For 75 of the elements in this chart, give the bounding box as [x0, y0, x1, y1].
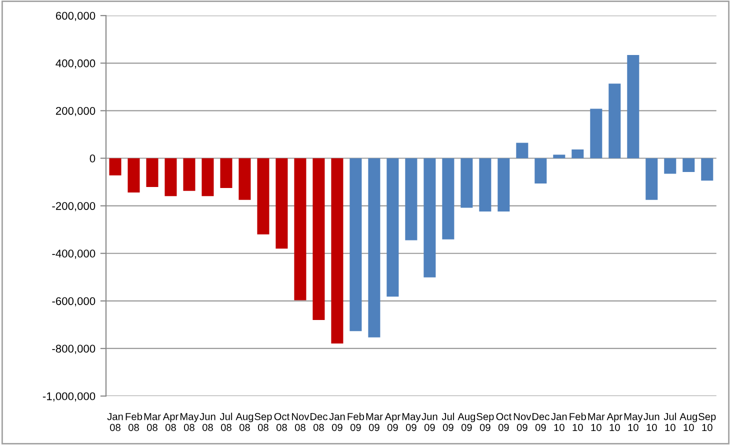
bar	[331, 158, 344, 344]
x-tick-label: Jul 09	[442, 412, 454, 432]
bar	[516, 142, 528, 158]
x-tick-label: Jun 08	[200, 413, 216, 432]
x-tick-label: Jan 09	[329, 413, 345, 432]
bar	[220, 158, 232, 188]
bar	[646, 158, 658, 200]
bar	[553, 154, 566, 158]
y-tick-label: -400,000	[52, 250, 96, 259]
x-tick-label: Aug 08	[236, 413, 254, 432]
bar	[498, 158, 510, 212]
x-tick-label: Feb 09	[348, 412, 364, 432]
y-tick-label: 600,000	[56, 12, 96, 22]
bar	[608, 84, 621, 158]
bar	[109, 158, 122, 176]
x-tick-label: Feb 08	[126, 412, 142, 432]
x-tick-label: Sep 08	[254, 412, 272, 432]
x-tick-label: Jun 09	[422, 413, 438, 432]
x-tick-label: Apr 08	[162, 413, 178, 432]
bar	[164, 158, 177, 196]
y-tick-label: 0	[90, 154, 96, 162]
y-tick-label: -200,000	[52, 202, 96, 212]
bar	[442, 158, 454, 240]
bar	[312, 158, 325, 320]
x-tick-label: Jun 10	[644, 413, 660, 432]
x-tick-label: Sep 09	[476, 412, 494, 432]
x-tick-label: Apr 09	[384, 413, 400, 432]
x-tick-label: Aug 09	[458, 413, 476, 432]
bar	[424, 158, 436, 278]
x-tick-label: Nov 08	[292, 413, 310, 432]
y-tick-label: -800,000	[52, 344, 96, 354]
x-tick-label: Sep 10	[698, 412, 716, 432]
y-tick-label: 200,000	[56, 106, 96, 116]
x-tick-label: Oct 09	[496, 412, 512, 432]
bar	[257, 158, 270, 234]
bar	[146, 158, 158, 188]
x-tick-label: Dec 08	[310, 413, 328, 432]
x-tick-label: Dec 09	[532, 413, 550, 432]
bar	[590, 108, 602, 158]
x-tick-label: Feb 10	[570, 412, 586, 432]
x-tick-label: Mar 09	[366, 413, 383, 432]
bar	[386, 158, 399, 297]
x-tick-label: Oct 08	[274, 412, 290, 432]
bar	[682, 158, 695, 172]
y-tick-label: 400,000	[56, 59, 96, 69]
x-tick-label: May 10	[624, 413, 643, 432]
x-tick-label: Jul 10	[664, 412, 676, 432]
x-tick-label: Jul 08	[220, 412, 232, 432]
bar	[479, 158, 492, 212]
x-tick-label: Aug 10	[680, 413, 697, 432]
bar	[627, 55, 640, 158]
bar	[294, 158, 306, 300]
bar	[664, 158, 676, 174]
x-tick-label: Nov 09	[514, 413, 532, 432]
x-tick-label: Jan 08	[107, 413, 123, 432]
bar	[460, 158, 473, 208]
bar	[701, 158, 714, 181]
bar	[202, 158, 214, 196]
x-tick-label: Apr 10	[606, 413, 622, 432]
x-tick-label: May 08	[180, 413, 199, 432]
bar	[572, 149, 584, 158]
bar	[276, 158, 288, 249]
y-tick-label: -1,000,000	[42, 392, 96, 402]
bar	[183, 158, 196, 191]
bar	[238, 158, 251, 200]
x-tick-label: Jan 10	[551, 413, 567, 432]
bar	[534, 158, 547, 184]
y-tick-label: -600,000	[52, 297, 96, 306]
bar	[405, 158, 418, 240]
bar	[368, 158, 380, 338]
bar	[350, 158, 362, 332]
bar	[128, 158, 140, 192]
x-tick-label: Mar 08	[144, 413, 161, 432]
x-tick-label: Mar 10	[588, 413, 605, 432]
x-tick-label: May 09	[402, 413, 421, 432]
